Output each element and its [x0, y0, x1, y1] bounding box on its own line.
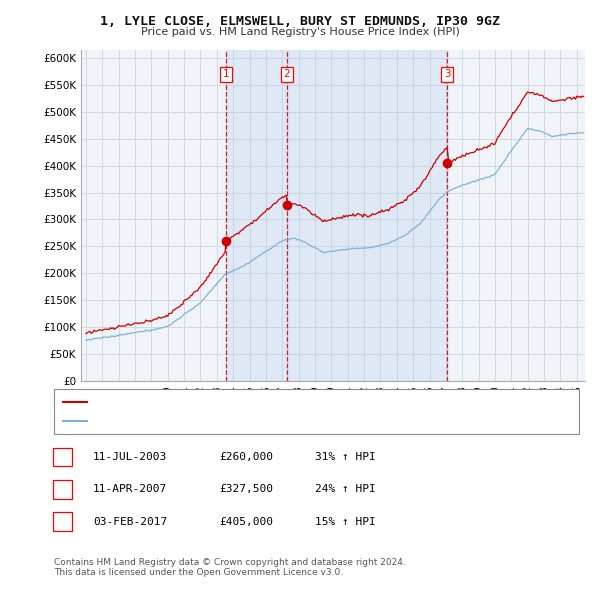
Text: 1, LYLE CLOSE, ELMSWELL, BURY ST EDMUNDS, IP30 9GZ: 1, LYLE CLOSE, ELMSWELL, BURY ST EDMUNDS… [100, 15, 500, 28]
Text: Contains HM Land Registry data © Crown copyright and database right 2024.
This d: Contains HM Land Registry data © Crown c… [54, 558, 406, 577]
Text: 03-FEB-2017: 03-FEB-2017 [93, 517, 167, 527]
Text: £405,000: £405,000 [219, 517, 273, 527]
Text: 11-APR-2007: 11-APR-2007 [93, 484, 167, 494]
Text: £260,000: £260,000 [219, 452, 273, 462]
Text: 3: 3 [444, 70, 451, 79]
Bar [287, 50, 448, 381]
Text: 15% ↑ HPI: 15% ↑ HPI [315, 517, 376, 527]
Text: HPI: Average price, detached house, Mid Suffolk: HPI: Average price, detached house, Mid … [92, 417, 343, 426]
Text: 31% ↑ HPI: 31% ↑ HPI [315, 452, 376, 462]
Text: 1: 1 [223, 70, 229, 79]
Text: 11-JUL-2003: 11-JUL-2003 [93, 452, 167, 462]
Text: 3: 3 [59, 517, 66, 527]
Text: 2: 2 [59, 484, 66, 494]
Text: 1, LYLE CLOSE, ELMSWELL, BURY ST EDMUNDS, IP30 9GZ (detached house): 1, LYLE CLOSE, ELMSWELL, BURY ST EDMUNDS… [92, 397, 484, 407]
Text: 2: 2 [284, 70, 290, 79]
Text: 1: 1 [59, 452, 66, 462]
Text: Price paid vs. HM Land Registry's House Price Index (HPI): Price paid vs. HM Land Registry's House … [140, 27, 460, 37]
Text: £327,500: £327,500 [219, 484, 273, 494]
Text: 24% ↑ HPI: 24% ↑ HPI [315, 484, 376, 494]
Bar [226, 50, 287, 381]
